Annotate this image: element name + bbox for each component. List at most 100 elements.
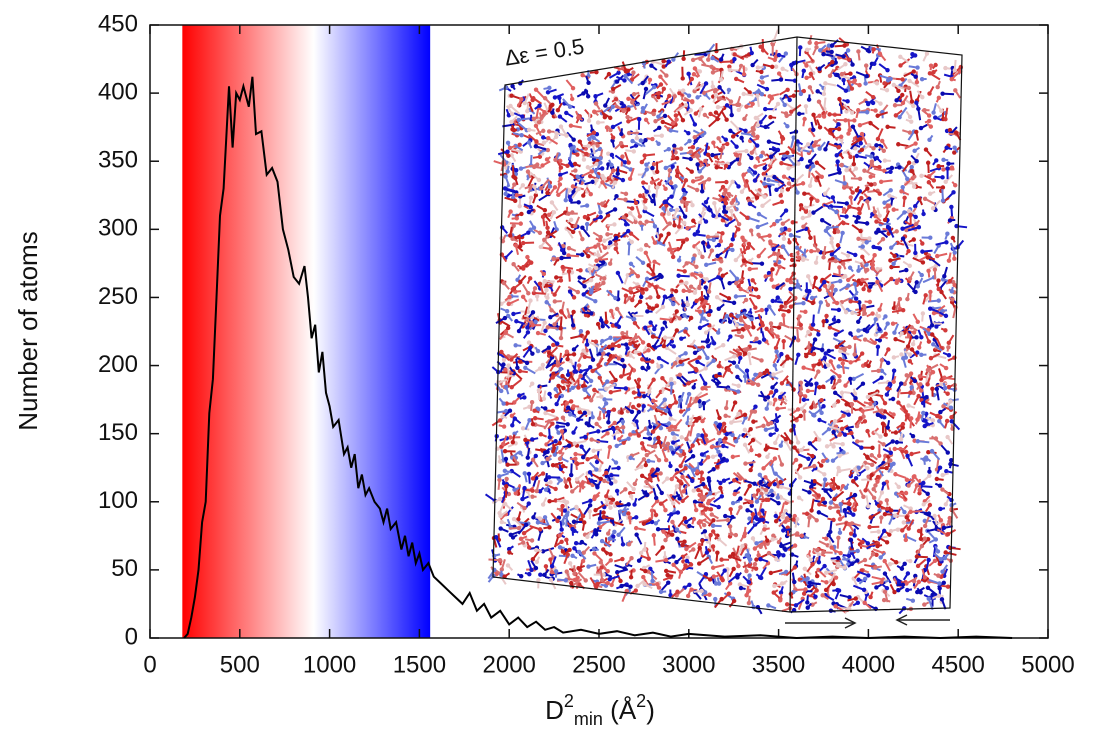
atom	[520, 183, 526, 188]
atom	[781, 313, 786, 318]
atom	[678, 397, 684, 403]
atom	[554, 275, 559, 280]
atom	[598, 160, 603, 166]
atom	[778, 443, 783, 448]
atom	[546, 135, 551, 141]
atom	[613, 241, 619, 247]
atom	[731, 198, 736, 203]
atom	[619, 410, 624, 415]
atom	[586, 423, 592, 428]
atom	[687, 138, 692, 144]
atom	[536, 577, 541, 583]
atom	[668, 180, 674, 186]
atom	[548, 246, 553, 252]
atom	[550, 421, 555, 426]
atom	[610, 104, 615, 110]
atom	[534, 559, 540, 565]
atom	[604, 319, 609, 325]
atom	[775, 334, 780, 339]
atom	[552, 299, 558, 304]
atom	[690, 203, 695, 208]
atom	[755, 65, 761, 70]
atom	[780, 244, 786, 249]
atom	[753, 115, 759, 121]
atom	[641, 403, 646, 409]
atom	[587, 136, 592, 142]
atom	[564, 537, 569, 543]
atom	[737, 161, 742, 167]
atom	[756, 553, 761, 558]
atom	[770, 64, 775, 70]
atom	[728, 99, 734, 104]
atom	[756, 253, 761, 259]
atom	[668, 463, 673, 469]
atom	[667, 247, 672, 252]
atom	[507, 408, 513, 413]
atom	[502, 315, 508, 321]
atom	[732, 491, 737, 497]
atom	[606, 151, 611, 156]
atom	[613, 460, 619, 465]
atom	[634, 515, 639, 520]
atom	[570, 526, 575, 532]
atom	[698, 461, 704, 466]
atom	[597, 516, 603, 521]
atom	[619, 131, 624, 137]
atom	[537, 103, 542, 108]
atom	[656, 355, 662, 361]
atom	[517, 368, 523, 374]
atom	[655, 527, 661, 532]
atom	[626, 160, 631, 165]
atom	[552, 322, 557, 327]
atom	[576, 385, 581, 390]
atom	[713, 110, 719, 115]
atom	[500, 414, 505, 419]
atom	[620, 556, 625, 562]
atom	[703, 219, 709, 224]
atom	[569, 146, 574, 151]
atom	[511, 174, 516, 179]
atom	[757, 453, 762, 458]
atom	[648, 477, 653, 482]
atom	[596, 253, 601, 258]
atom	[567, 289, 573, 294]
atom	[741, 172, 746, 177]
atom	[583, 89, 589, 94]
atom	[558, 158, 563, 164]
atom	[503, 191, 508, 197]
atom	[576, 566, 581, 571]
atom	[573, 168, 578, 173]
atom	[706, 177, 712, 182]
atom	[591, 135, 596, 140]
atom	[753, 164, 758, 169]
atom	[544, 287, 549, 293]
atom	[529, 399, 535, 405]
atom	[558, 278, 564, 283]
atom	[608, 558, 613, 563]
atom	[752, 546, 758, 551]
atom	[579, 539, 585, 545]
atom	[685, 302, 690, 307]
atom	[697, 561, 702, 566]
atom	[775, 101, 781, 107]
atom	[718, 77, 724, 82]
atom	[743, 183, 749, 188]
atom	[779, 484, 784, 490]
atom	[509, 93, 514, 98]
atom	[692, 134, 697, 140]
atom	[503, 85, 508, 91]
atom	[608, 552, 613, 557]
atom	[758, 575, 764, 581]
atom	[550, 375, 555, 380]
atom	[724, 103, 730, 108]
atom	[661, 86, 667, 91]
atom	[743, 297, 749, 303]
atom	[505, 462, 510, 467]
atom	[541, 135, 546, 140]
atom	[735, 374, 740, 380]
atom	[526, 471, 532, 477]
atom	[678, 479, 683, 484]
atom	[649, 508, 655, 513]
atom	[641, 180, 646, 185]
atom	[720, 577, 725, 583]
